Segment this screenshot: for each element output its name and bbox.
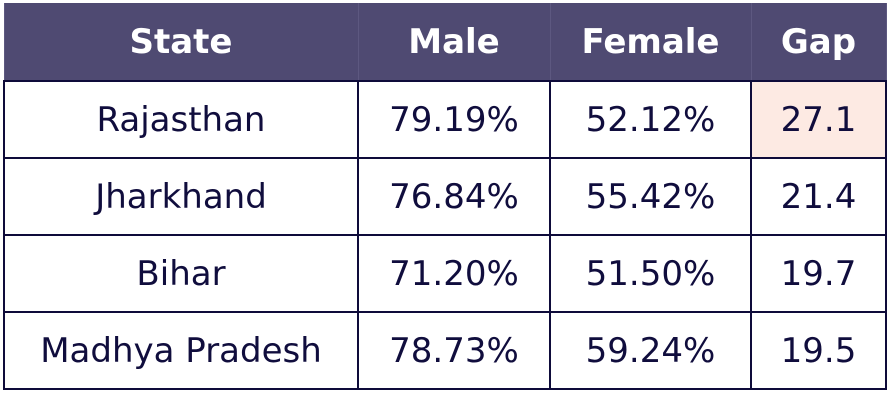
- table-cell: 52.12%: [549, 80, 752, 159]
- page: State Male Female Gap Rajasthan 79.19% 52.12%…: [3, 3, 887, 390]
- table-cell: 78.73%: [357, 311, 551, 390]
- table-cell: 19.7: [750, 234, 887, 313]
- table-row: Rajasthan 79.19% 52.12% 27.1: [3, 80, 887, 159]
- header-cell: State: [3, 3, 359, 81]
- table-row: Bihar 71.20% 51.50% 19.7: [3, 234, 887, 313]
- table-row: Jharkhand 76.84% 55.42% 21.4: [3, 157, 887, 236]
- table-cell: 79.19%: [357, 80, 551, 159]
- header-row: State Male Female Gap: [3, 3, 887, 81]
- table-cell: 76.84%: [357, 157, 551, 236]
- table-row: Madhya Pradesh 78.73% 59.24% 19.5: [3, 311, 887, 390]
- table-cell: Bihar: [3, 234, 359, 313]
- table-cell: Madhya Pradesh: [3, 311, 359, 390]
- table-cell: Jharkhand: [3, 157, 359, 236]
- table-cell: 51.50%: [549, 234, 752, 313]
- table-cell: 19.5: [750, 311, 887, 390]
- table-cell: Rajasthan: [3, 80, 359, 159]
- table-cell: 21.4: [750, 157, 887, 236]
- table-cell: 27.1: [750, 80, 887, 159]
- literacy-table: State Male Female Gap Rajasthan 79.19% 52.12%…: [3, 3, 887, 390]
- header-cell: Male: [357, 3, 551, 81]
- table-header: State Male Female Gap: [3, 3, 887, 81]
- table-cell: 55.42%: [549, 157, 752, 236]
- header-cell: Gap: [750, 3, 887, 81]
- table-cell: 59.24%: [549, 311, 752, 390]
- table-cell: 71.20%: [357, 234, 551, 313]
- header-cell: Female: [549, 3, 752, 81]
- table-body: Rajasthan 79.19% 52.12% 27.1 Jharkhand 76.84%…: [3, 80, 887, 390]
